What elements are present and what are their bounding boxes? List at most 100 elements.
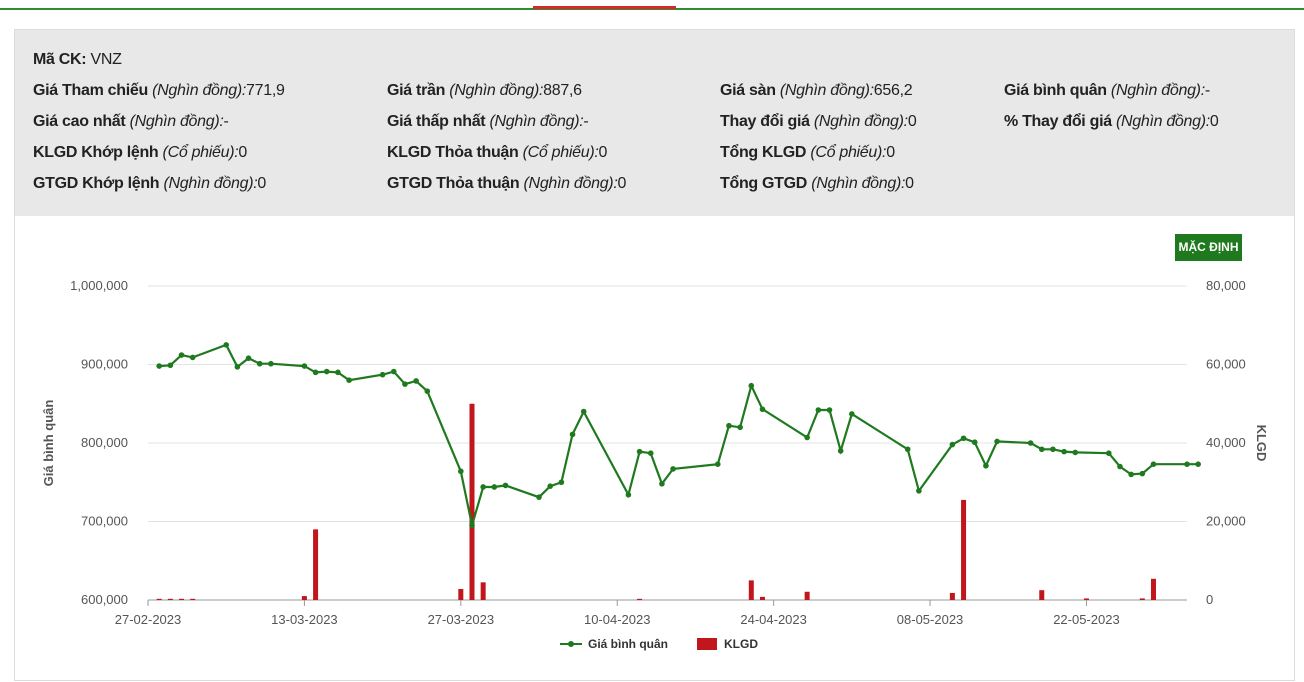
price-point	[424, 388, 431, 394]
price-point	[759, 406, 766, 413]
info-field: Giá thấp nhất (Nghìn đồng):-	[387, 113, 589, 131]
price-point	[469, 522, 475, 529]
reset-default-button[interactable]: MẶC ĐỊNH	[1175, 234, 1242, 261]
y-right-tick-label: 40,000	[1206, 435, 1246, 450]
price-point	[647, 450, 654, 457]
info-unit: (Nghìn đồng):	[163, 175, 258, 192]
y-left-tick-label: 800,000	[81, 435, 128, 450]
chart-grid	[148, 285, 1187, 601]
info-unit: (Nghìn đồng):	[779, 82, 874, 99]
y-left-axis-title: Giá bình quân	[41, 400, 56, 487]
info-field: KLGD Khớp lệnh (Cổ phiếu):0	[33, 144, 247, 162]
info-unit: (Cổ phiếu):	[522, 144, 599, 161]
price-point	[1038, 446, 1045, 453]
price-point	[156, 363, 162, 369]
volume-bar	[949, 592, 955, 600]
volume-bar	[637, 598, 643, 600]
price-point	[837, 448, 844, 454]
info-field: GTGD Thỏa thuận (Nghìn đồng):0	[387, 175, 626, 193]
info-unit: (Nghìn đồng):	[811, 175, 906, 192]
info-label: Giá trần	[387, 82, 450, 99]
price-point	[458, 468, 464, 475]
info-unit: (Nghìn đồng):	[813, 113, 908, 130]
volume-bar	[1083, 598, 1089, 600]
price-point	[1184, 461, 1190, 467]
top-accent-line	[0, 8, 1304, 10]
volume-bars	[156, 403, 1156, 600]
info-value: 0	[238, 144, 248, 161]
price-line	[156, 342, 1201, 529]
info-value: 887,6	[543, 82, 582, 99]
volume-bar	[961, 499, 967, 600]
info-field: Giá Tham chiếu (Nghìn đồng):771,9	[33, 82, 285, 100]
price-point	[625, 492, 632, 498]
price-point	[1027, 440, 1034, 446]
info-value: 0	[257, 175, 266, 192]
info-value: -	[223, 113, 229, 130]
symbol-value: VNZ	[90, 51, 122, 68]
price-point	[1195, 461, 1201, 467]
volume-bar	[190, 598, 196, 600]
price-point	[804, 434, 810, 441]
info-field: Giá sàn (Nghìn đồng):656,2	[720, 82, 913, 100]
volume-bar	[748, 580, 754, 600]
info-field: KLGD Thỏa thuận (Cổ phiếu):0	[387, 144, 607, 162]
info-field: Giá trần (Nghìn đồng):887,6	[387, 82, 582, 100]
info-label: Tổng KLGD	[720, 144, 811, 161]
info-value: 771,9	[246, 82, 285, 99]
info-value: 0	[598, 144, 608, 161]
price-point	[949, 441, 956, 448]
volume-bar	[167, 598, 173, 600]
info-unit: (Nghìn đồng):	[1115, 113, 1210, 130]
price-volume-chart: 1,000,000 900,000 800,000 700,000 600,000 80,…	[41, 278, 1269, 651]
price-point	[737, 424, 743, 431]
price-point	[502, 482, 509, 489]
price-point	[1139, 470, 1146, 477]
legend-price-label: Giá bình quân	[588, 637, 668, 651]
y-right-tick-label: 80,000	[1206, 278, 1246, 293]
info-value: 0	[617, 175, 627, 192]
info-field: Tổng KLGD (Cổ phiếu):0	[720, 144, 895, 162]
info-field: % Thay đổi giá (Nghìn đồng):0	[1004, 113, 1219, 131]
stock-info-box: Mã CK: VNZ Giá Tham chiếu (Nghìn đồng):7…	[15, 30, 1294, 216]
x-tick-label: 13-03-2023	[271, 612, 338, 627]
info-unit: (Nghìn đồng):	[129, 113, 224, 130]
price-point	[726, 422, 732, 429]
active-tab-indicator	[533, 6, 676, 9]
info-label: Giá cao nhất	[33, 113, 130, 130]
price-point	[301, 363, 308, 369]
y-left-tick-label: 1,000,000	[70, 278, 128, 293]
info-value: 0	[905, 175, 914, 192]
volume-bar	[313, 529, 319, 600]
info-field: GTGD Khớp lệnh (Nghìn đồng):0	[33, 175, 266, 193]
price-point	[1061, 448, 1067, 455]
price-point	[413, 378, 419, 384]
volume-bar	[156, 598, 162, 600]
price-point	[402, 381, 408, 387]
price-point	[491, 484, 498, 490]
legend-volume-label: KLGD	[724, 637, 758, 651]
volume-bar	[1150, 578, 1156, 600]
price-point	[189, 354, 196, 361]
info-value: 0	[1209, 113, 1219, 130]
price-point	[223, 342, 230, 348]
symbol-row: Mã CK: VNZ	[33, 51, 122, 69]
price-point	[1072, 449, 1079, 456]
price-point	[983, 462, 989, 469]
info-field: Thay đổi giá (Nghìn đồng):0	[720, 113, 917, 131]
price-point	[558, 479, 565, 486]
price-point	[1105, 450, 1112, 457]
x-tick-label: 10-04-2023	[584, 612, 651, 627]
info-field: Giá cao nhất (Nghìn đồng):-	[33, 113, 229, 131]
price-point	[312, 369, 319, 376]
volume-bar	[1139, 598, 1145, 600]
price-point	[1128, 471, 1134, 478]
price-point	[826, 407, 833, 413]
info-value: -	[1204, 82, 1210, 99]
price-point	[580, 408, 587, 415]
y-right-tick-label: 0	[1206, 592, 1213, 607]
price-point	[569, 431, 576, 438]
price-point	[178, 352, 185, 358]
volume-bar	[480, 582, 486, 600]
volume-bar	[759, 596, 765, 600]
